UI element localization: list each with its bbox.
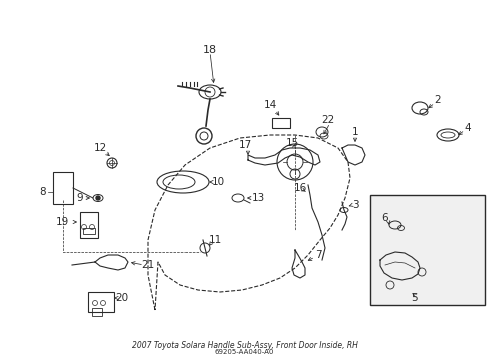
- Text: 2007 Toyota Solara Handle Sub-Assy, Front Door Inside, RH: 2007 Toyota Solara Handle Sub-Assy, Fron…: [131, 341, 357, 350]
- Text: 21: 21: [141, 260, 154, 270]
- Bar: [369, 195, 484, 305]
- Text: 14: 14: [263, 100, 276, 110]
- Text: 5: 5: [411, 293, 417, 303]
- Bar: [271, 118, 289, 128]
- Text: 3: 3: [351, 200, 358, 210]
- Text: 69205-AA040-A0: 69205-AA040-A0: [214, 349, 274, 355]
- Text: 13: 13: [251, 193, 264, 203]
- Bar: [88, 292, 114, 312]
- Text: 15: 15: [285, 138, 298, 148]
- Text: 9: 9: [77, 193, 83, 203]
- Text: 18: 18: [203, 45, 217, 55]
- Text: 20: 20: [115, 293, 128, 303]
- Bar: [53, 172, 73, 204]
- Text: 6: 6: [381, 213, 387, 223]
- Text: 19: 19: [55, 217, 68, 227]
- Text: 8: 8: [40, 187, 46, 197]
- Text: 22: 22: [321, 115, 334, 125]
- Text: 16: 16: [293, 183, 306, 193]
- Text: 2: 2: [434, 95, 440, 105]
- Bar: [83, 228, 95, 234]
- Text: 17: 17: [238, 140, 251, 150]
- Bar: [92, 308, 102, 316]
- Text: 11: 11: [208, 235, 221, 245]
- Text: 12: 12: [93, 143, 106, 153]
- Circle shape: [96, 196, 100, 200]
- Text: 7: 7: [314, 250, 321, 260]
- Text: 1: 1: [351, 127, 358, 137]
- Text: 4: 4: [464, 123, 470, 133]
- Text: 10: 10: [211, 177, 224, 187]
- Bar: [80, 212, 98, 238]
